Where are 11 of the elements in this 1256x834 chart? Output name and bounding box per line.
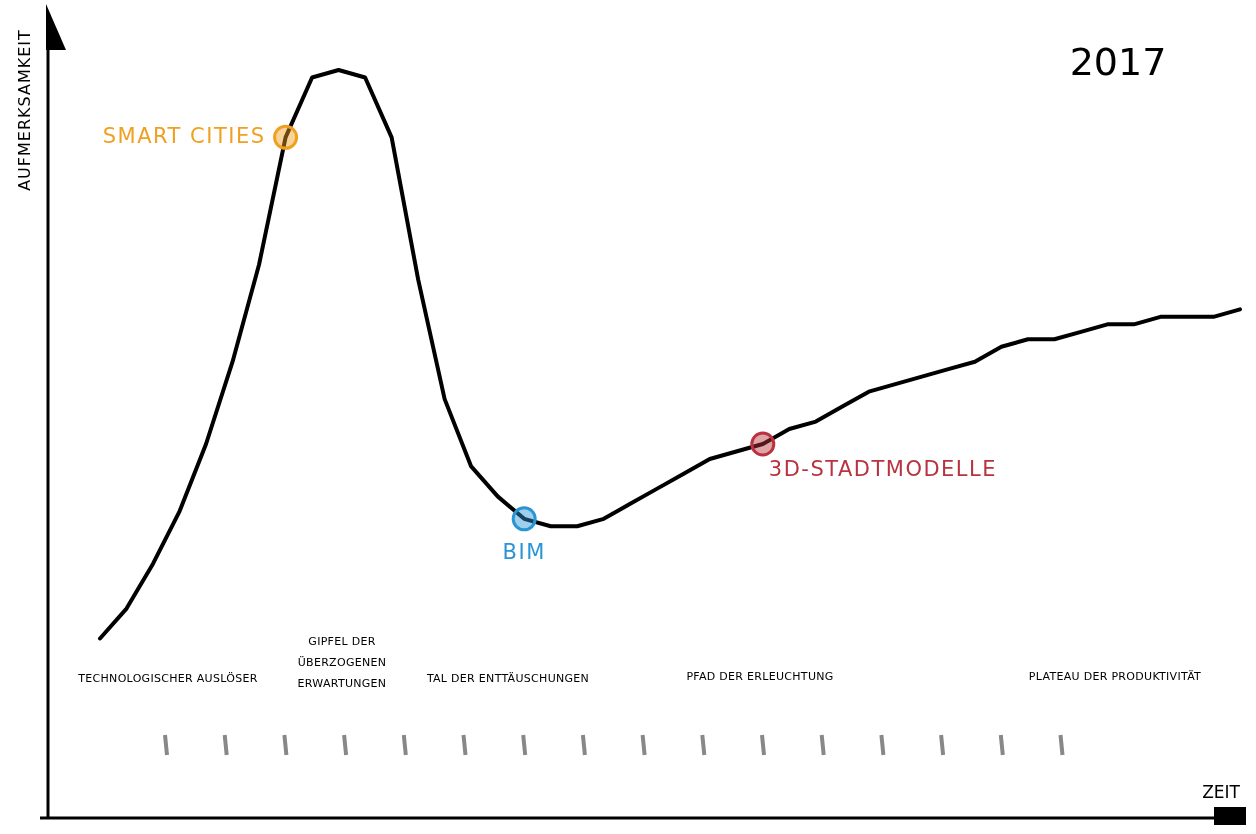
annotation: BIM <box>502 539 546 564</box>
annotation: SMART CITIES <box>102 124 266 149</box>
y-axis-title: AUFMERKSAMKEIT <box>15 29 34 191</box>
annotation: PLATEAU DER PRODUKTIVITÄT <box>1028 670 1202 683</box>
annotation: TAL DER ENTTÄUSCHUNGEN <box>425 672 590 685</box>
annotation: TECHNOLOGISCHER AUSLÖSER <box>77 672 258 685</box>
annotation: GIPFEL DER ÜBERZOGENEN ERWARTUNGEN <box>297 635 387 690</box>
chart-title: 2017 <box>1069 40 1167 84</box>
x-axis-title: ZEIT <box>1202 782 1241 802</box>
annotation: 3D-STADTMODELLE <box>768 457 998 481</box>
annotation: PFAD DER ERLEUCHTUNG <box>686 670 834 683</box>
